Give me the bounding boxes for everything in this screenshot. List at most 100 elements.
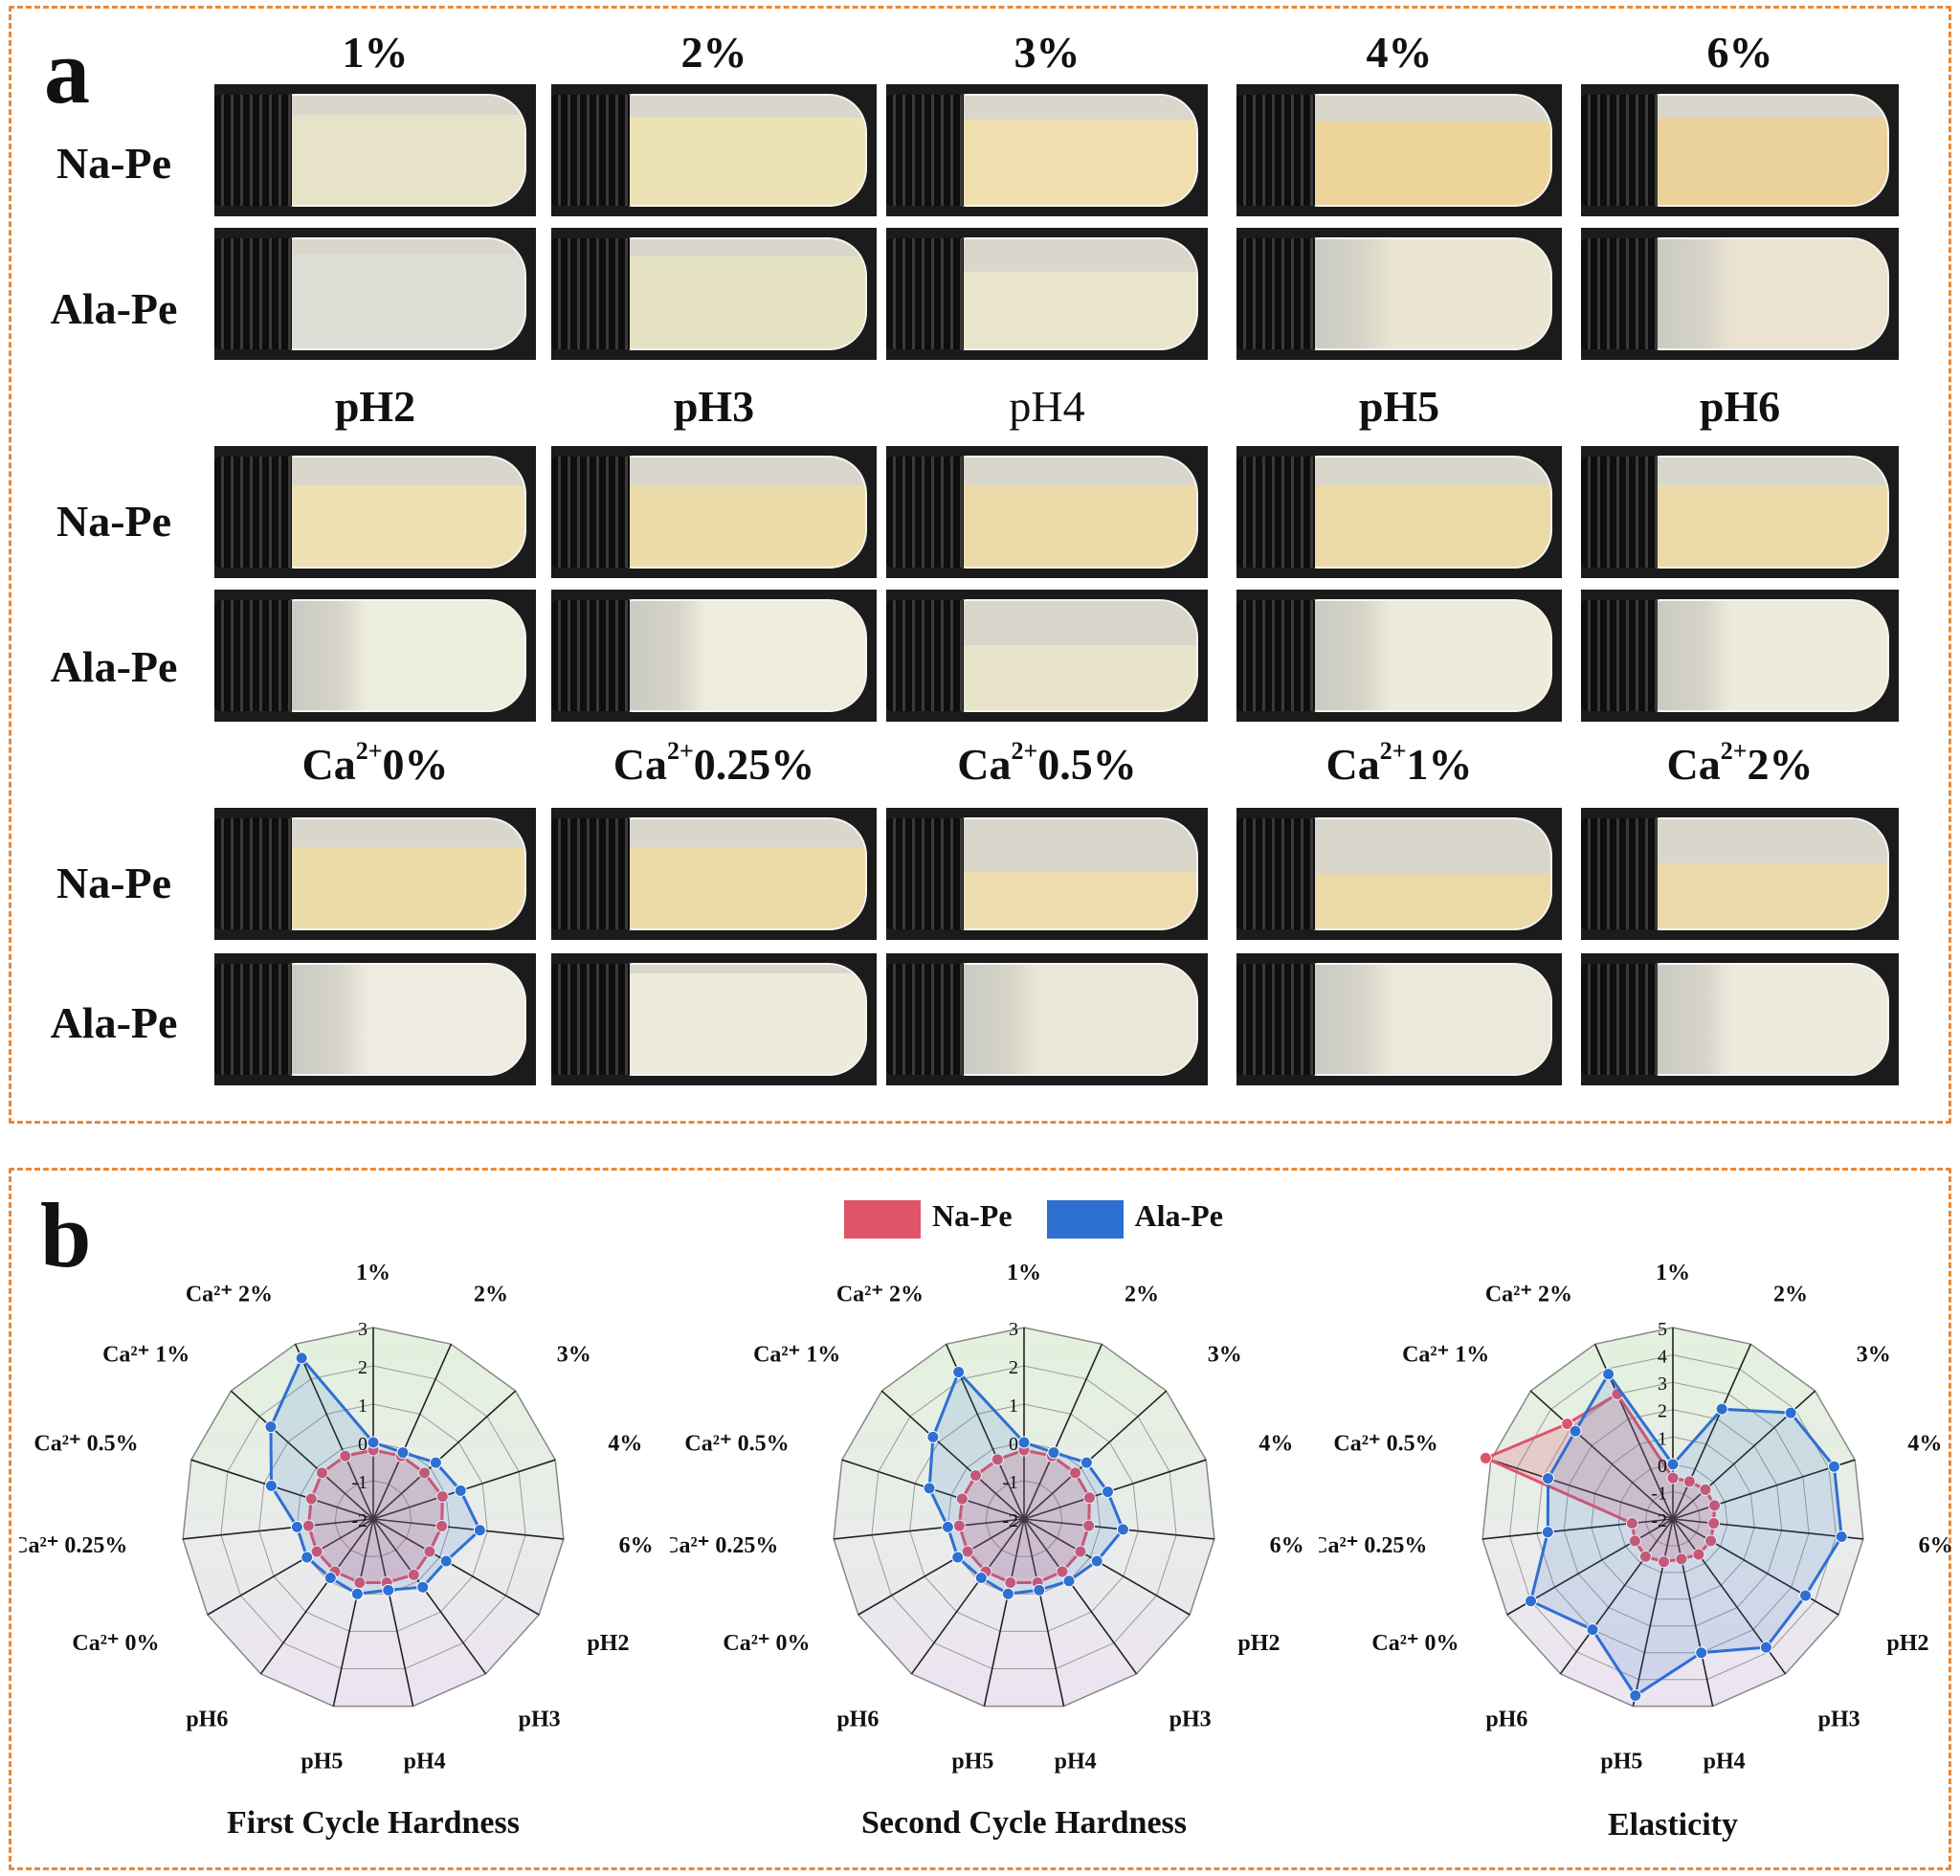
vial-photo-na-2-2 [551,446,877,578]
radar-spoke [332,1518,374,1707]
axis-label-3: 3% [557,1342,591,1367]
radar-grid-ring [1563,1409,1783,1627]
row-label-na-2: Na-Pe [56,497,172,546]
data-point-ala-pe-11 [301,1551,314,1564]
column-label-3-2: Ca2+0.25% [551,739,877,789]
vial-glass [622,816,867,931]
radar-grid-ring [947,1441,1102,1595]
column-label-base: Ca [612,740,667,789]
vial-glass [956,455,1198,570]
radar-spoke [1490,1459,1674,1520]
radar-grid-ring [985,1480,1063,1557]
axis-label-2: 2% [1125,1282,1159,1306]
radar-chart-3: -2 -1 0 1 2 3 4 5 1% 2% 3% 4% 6% pH2 pH3 pH4 pH5 pH6 Ca²⁺ … [1319,1261,1953,1774]
axis-label-13: Ca²⁺ 0.5% [33,1431,138,1456]
column-label-value: 0.5% [1037,740,1137,789]
vial-cap [1581,818,1658,929]
data-point-ala-pe-7 [416,1580,430,1594]
vial-contents [624,257,865,349]
axis-label-6: pH2 [587,1631,629,1656]
axis-label-15: Ca²⁺ 2% [836,1282,924,1306]
axis-label-1: 1% [1656,1261,1690,1285]
axis-label-13: Ca²⁺ 0.5% [684,1431,789,1456]
data-point-na-pe-10 [1638,1550,1652,1563]
radial-tick-label: 3 [1009,1319,1018,1340]
radar-chart-title-2: Second Cycle Hardness [861,1805,1187,1841]
column-label-superscript: 2+ [355,737,383,765]
legend-label-na: Na-Pe [932,1198,1013,1233]
vial-cap [1236,457,1315,568]
column-label-value: 0% [382,740,449,789]
vial-glass [956,93,1198,208]
vial-glass [622,236,867,351]
vial-glass [956,962,1198,1077]
vial-photo-na-1-4 [1236,84,1562,216]
radar-grid-ring [1645,1490,1701,1547]
radar-spoke [207,1518,374,1616]
axis-label-10: pH6 [186,1708,228,1732]
column-label-base: Ca [957,740,1012,789]
column-label-2-2: pH3 [673,382,755,431]
radial-tick-label: 0 [358,1434,368,1455]
vial-contents [1309,600,1550,711]
column-label-3-3: Ca2+0.5% [884,739,1210,789]
radar-spoke [910,1518,1025,1675]
radar-grid-ring [220,1365,526,1669]
data-point-ala-pe-6 [1090,1554,1103,1568]
vial-photo-ala-2-1 [214,590,536,722]
vial-photo-ala-2-4 [1236,590,1562,722]
data-point-na-pe-11 [961,1545,974,1558]
data-point-ala-pe-4 [1101,1485,1114,1499]
series-line-ala-pe [269,1355,482,1596]
data-point-na-pe-6 [423,1545,436,1558]
vial-glass [1307,598,1552,713]
vial-contents [624,117,865,206]
vial-contents [958,119,1196,206]
vial-glass [1307,93,1552,208]
data-point-ala-pe-14 [926,1430,940,1443]
data-point-ala-pe-9 [1001,1587,1014,1600]
data-point-ala-pe-4 [1827,1460,1840,1473]
column-label-3-5: Ca2+2% [1577,739,1903,787]
vial-contents [1653,600,1888,711]
vial-cap [551,457,630,568]
series-line-na-pe [957,1448,1092,1584]
vial-contents [1653,117,1888,206]
data-point-ala-pe-9 [350,1587,364,1600]
column-label-value: 0.25% [693,740,815,789]
column-label-3-1: Ca2+0% [212,739,538,789]
axis-label-4: 4% [1907,1431,1942,1456]
data-point-na-pe-12 [1625,1516,1638,1530]
data-point-na-pe-7 [1692,1548,1705,1561]
axis-label-2: 2% [474,1282,508,1306]
radial-tick-label: 3 [1658,1374,1667,1395]
radar-spoke [259,1518,374,1675]
column-label-1-1: 1% [342,28,409,77]
data-point-ala-pe-15 [295,1351,308,1365]
axis-label-14: Ca²⁺ 1% [102,1342,189,1367]
vial-photo-na-2-1 [214,446,536,578]
radar-spoke [1023,1343,1103,1520]
column-label-superscript: 2+ [1720,737,1748,765]
vial-contents [1653,238,1888,349]
data-point-ala-pe-5 [1116,1523,1129,1536]
data-point-ala-pe-15 [1602,1368,1615,1381]
axis-label-8: pH4 [1055,1749,1097,1774]
radar-spoke [858,1518,1025,1616]
data-point-na-pe-11 [310,1545,323,1558]
vial-glass [1651,236,1890,351]
row-label-ala-1: Ala-Pe [50,284,178,333]
panel-a-letter: a [44,20,90,123]
vial-photo-ala-1-2 [551,228,877,360]
data-point-ala-pe-12 [1541,1526,1554,1539]
data-point-ala-pe-13 [923,1482,936,1495]
column-label-base: Ca [301,740,356,789]
vial-contents [958,485,1196,568]
vial-photo-na-1-3 [886,84,1208,216]
radar-spoke [1023,1518,1138,1675]
radar-spoke [1023,1518,1191,1616]
radar-spoke [983,1518,1025,1707]
radial-tick-label: 0 [1009,1434,1018,1455]
vial-cap [551,238,630,349]
radar-spoke [1672,1459,1856,1520]
